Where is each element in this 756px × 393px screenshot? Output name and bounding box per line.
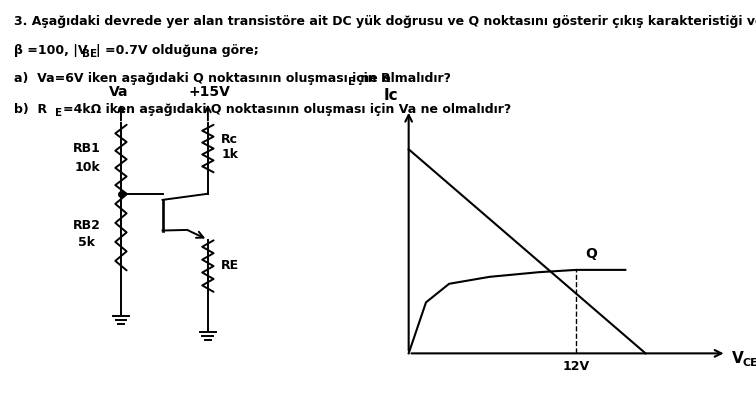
Text: E: E [348,77,355,87]
Text: Va: Va [110,85,129,99]
Text: a)  Va=6V iken aşağıdaki Q noktasının oluşması için R: a) Va=6V iken aşağıdaki Q noktasının olu… [14,72,390,85]
Text: 5k: 5k [79,236,95,249]
Text: β =100, |V: β =100, |V [14,44,87,57]
Text: =4kΩ iken aşağıdaki Q noktasının oluşması için Va ne olmalıdır?: =4kΩ iken aşağıdaki Q noktasının oluşmas… [63,103,511,116]
Text: ne olmalıdır?: ne olmalıdır? [355,72,451,85]
Text: +15V: +15V [189,85,231,99]
Text: RB1: RB1 [73,142,101,155]
Text: 10k: 10k [74,161,100,174]
Text: 3. Aşağıdaki devrede yer alan transistöre ait DC yük doğrusu ve Q noktasını göst: 3. Aşağıdaki devrede yer alan transistör… [14,15,756,28]
Text: Rc: Rc [222,133,238,146]
Text: b)  R: b) R [14,103,47,116]
Text: CE: CE [742,358,756,368]
Text: | =0.7V olduğuna göre;: | =0.7V olduğuna göre; [96,44,259,57]
Text: 1k: 1k [222,149,238,162]
Text: RB2: RB2 [73,219,101,232]
Text: RE: RE [222,259,239,272]
Text: Q: Q [585,247,596,261]
Text: BE: BE [82,50,98,59]
Text: E: E [55,108,63,118]
Text: V: V [733,351,744,365]
Text: Ic: Ic [384,88,398,103]
Text: 12V: 12V [562,360,590,373]
